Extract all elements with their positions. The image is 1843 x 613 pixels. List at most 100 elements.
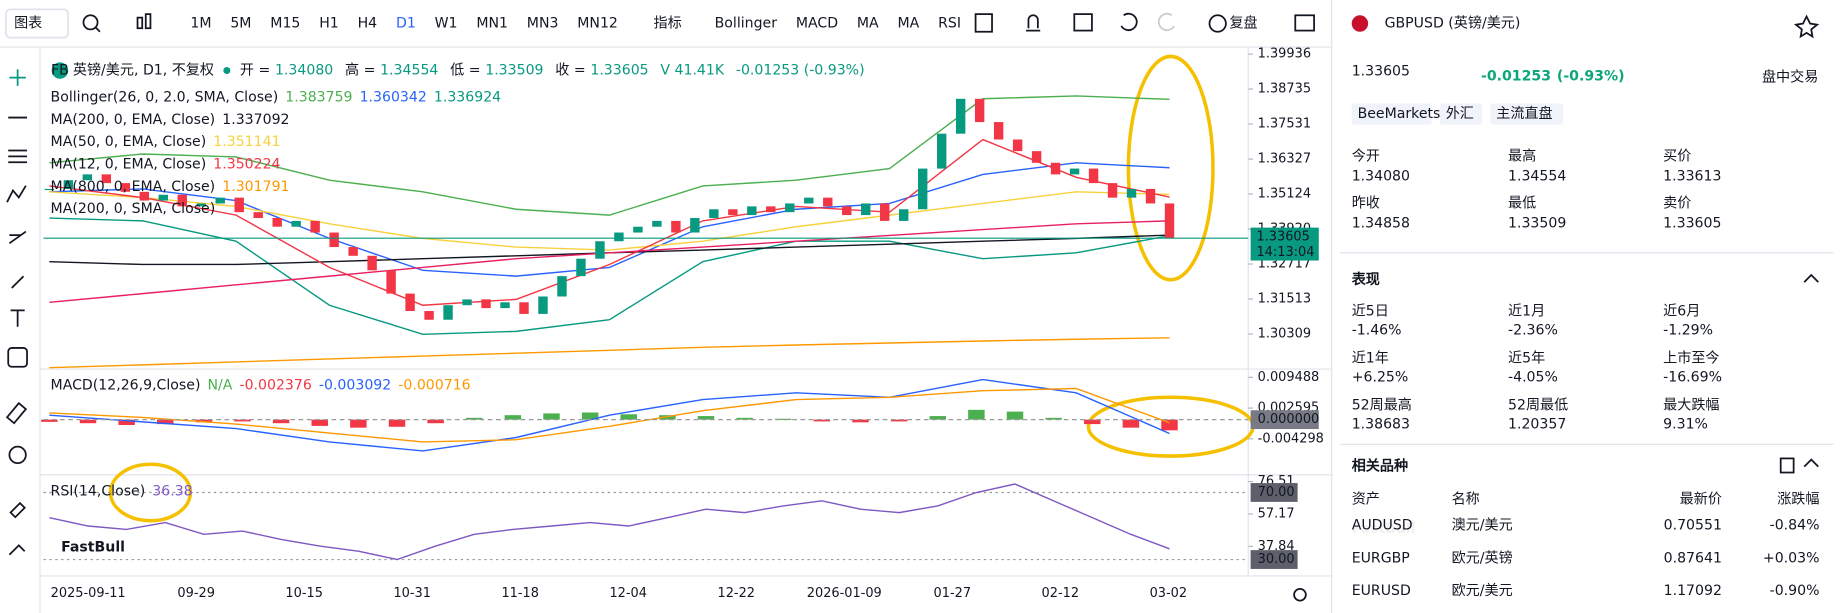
table-cell[interactable]: 0.70551 <box>1664 517 1722 533</box>
indicator-legend-part: MA(200, 0, SMA, Close) <box>51 201 216 217</box>
y-tick-label: 1.31513 <box>1258 292 1311 307</box>
perf-label: 近6月 <box>1663 303 1700 319</box>
table-cell[interactable]: +0.03% <box>1763 550 1820 566</box>
macd-legend: MACD(12,26,9,Close) N/A -0.002376 -0.003092… <box>51 378 471 394</box>
macd-legend-part: MACD(12,26,9,Close) <box>51 378 201 394</box>
macd-bar <box>466 417 483 420</box>
timeframe[interactable]: MN12 <box>577 16 618 32</box>
table-cell[interactable]: EURUSD <box>1352 583 1411 599</box>
macd-bar <box>659 415 676 420</box>
tool-icons[interactable] <box>4 8 1820 602</box>
indicator-legend-part: MA(200, 0, EMA, Close) <box>51 112 216 128</box>
table-cell[interactable]: 欧元/美元 <box>1452 583 1513 599</box>
quote-label: 最高 <box>1508 147 1536 164</box>
price-change: -0.01253 (-0.93%) <box>1481 68 1625 84</box>
candle <box>329 232 339 248</box>
rsi-line <box>49 483 1170 561</box>
y-tick-label: 1.30309 <box>1258 327 1311 342</box>
candle <box>861 203 871 216</box>
table-header: 资产 <box>1352 492 1380 508</box>
candle <box>1050 162 1061 175</box>
indicator-button[interactable]: Bollinger <box>715 16 778 32</box>
price-legend: 英镑/美元, D1, 不复权 开 = 1.34080 高 = 1.34554 低 = 1.3… <box>73 62 865 79</box>
indicator-legend-part: 1.360342 <box>360 90 427 106</box>
price: 1.33605 <box>1352 64 1410 80</box>
candle <box>63 180 74 189</box>
table-cell[interactable]: -0.84% <box>1770 517 1820 533</box>
indicator-line <box>49 337 1170 369</box>
table-cell[interactable]: AUDUSD <box>1352 517 1413 533</box>
macd-line <box>49 387 1170 443</box>
candle <box>1088 168 1099 184</box>
macd-bar <box>1045 417 1062 420</box>
candle <box>974 98 985 123</box>
indicator-button[interactable]: MA <box>898 16 920 32</box>
timeframe[interactable]: MN1 <box>476 16 508 32</box>
table-cell[interactable]: 0.87641 <box>1664 550 1722 566</box>
macd-bar <box>311 419 328 426</box>
candle <box>424 311 434 320</box>
perf-value: -4.05% <box>1508 369 1558 385</box>
replay-button[interactable]: 复盘 <box>1229 15 1257 32</box>
candle <box>709 209 719 218</box>
perf-value: 1.20357 <box>1508 416 1566 432</box>
table-cell[interactable]: 澳元/美元 <box>1452 517 1513 533</box>
candle <box>1031 151 1042 163</box>
timeframe[interactable]: M15 <box>270 16 300 32</box>
indicator-menu[interactable]: 指标 <box>654 16 682 32</box>
candle <box>823 197 833 207</box>
table-cell[interactable]: 欧元/英镑 <box>1452 549 1513 566</box>
candle <box>633 226 643 233</box>
indicator-button[interactable]: MA <box>857 16 879 32</box>
candle <box>936 133 947 169</box>
table-header: 名称 <box>1452 492 1480 508</box>
rsi-legend: RSI(14,Close) 36.38 <box>51 483 193 499</box>
indicator-legend: MA(12, 0, EMA, Close) 1.350224 <box>51 157 281 173</box>
candle <box>82 174 93 181</box>
quote-label: 卖价 <box>1663 195 1691 211</box>
candle <box>747 206 757 216</box>
quote-value: 1.34554 <box>1508 168 1566 184</box>
section-title: 表现 <box>1351 271 1380 288</box>
timeframe[interactable]: D1 <box>396 16 416 32</box>
macd-bar <box>157 419 174 425</box>
quote-label: 昨收 <box>1352 195 1380 211</box>
table-cell[interactable]: -0.90% <box>1770 583 1820 599</box>
candle <box>462 299 472 306</box>
timeframe[interactable]: H4 <box>358 16 378 32</box>
candle <box>234 197 244 213</box>
timeframe[interactable]: MN3 <box>527 16 559 32</box>
price-legend-part: -0.01253 (-0.93%) <box>736 63 865 79</box>
indicator-button[interactable]: MACD <box>796 16 838 32</box>
candle <box>690 217 700 233</box>
y-tick-label: 57.17 <box>1258 506 1295 521</box>
indicator-line <box>49 217 1170 336</box>
table-cell[interactable]: 1.17092 <box>1664 583 1722 599</box>
timeframe[interactable]: 5M <box>230 16 251 32</box>
candle <box>614 232 624 242</box>
timeframe[interactable]: W1 <box>435 16 458 32</box>
timeframe[interactable]: 1M <box>190 16 211 32</box>
perf-label: 52周最低 <box>1508 398 1568 414</box>
macd-bar <box>427 419 444 424</box>
quote-value: 1.33605 <box>1663 215 1721 231</box>
flag <box>1351 15 1369 32</box>
candle <box>310 220 320 233</box>
perf-value: 9.31% <box>1663 416 1708 432</box>
candle <box>1012 139 1023 152</box>
macd-bar <box>890 419 908 422</box>
table-cell[interactable]: EURGBP <box>1352 550 1411 566</box>
x-tick-label: 2025-09-11 <box>51 586 126 601</box>
indicator-legend-part: Bollinger(26, 0, 2.0, SMA, Close) <box>51 90 279 106</box>
y-tick-label: 1.39936 <box>1258 47 1311 62</box>
candle <box>272 217 282 227</box>
chart-menu[interactable]: 图表 <box>14 16 42 32</box>
indicator-legend: MA(800, 0, EMA, Close) 1.301791 <box>51 179 290 195</box>
tick-box <box>1250 410 1319 430</box>
perf-value: -1.46% <box>1352 322 1402 338</box>
macd-line <box>49 378 1170 452</box>
price-legend-part: 英镑/美元, D1, 不复权 <box>73 62 214 79</box>
timeframe[interactable]: H1 <box>319 16 339 32</box>
indicator-button[interactable]: RSI <box>938 16 961 32</box>
